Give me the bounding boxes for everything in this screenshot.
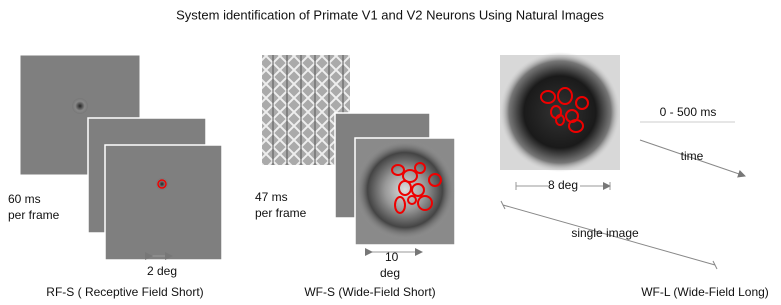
figure: System identification of Primate V1 and … (0, 0, 781, 305)
duration-label: 0 - 500 ms (660, 105, 717, 119)
size-label: deg (380, 266, 400, 280)
caption: WF-L (Wide-Field Long) (641, 285, 769, 299)
rate-label: 60 ms (8, 192, 41, 206)
rate-label: 47 ms (255, 190, 288, 204)
size-label: 10 (385, 250, 399, 264)
size-label: 8 deg (548, 178, 578, 192)
rate-label: per frame (255, 206, 307, 220)
title: System identification of Primate V1 and … (176, 7, 604, 22)
rf-s-frames (20, 55, 222, 260)
wf-s-frames (262, 55, 455, 252)
caption: RF-S ( Receptive Field Short) (46, 285, 203, 299)
size-label: 2 deg (147, 264, 177, 278)
note-label: single image (571, 226, 639, 240)
caption: WF-S (Wide-Field Short) (304, 285, 435, 299)
rate-label: per frame (8, 208, 60, 222)
time-label: time (681, 149, 704, 163)
